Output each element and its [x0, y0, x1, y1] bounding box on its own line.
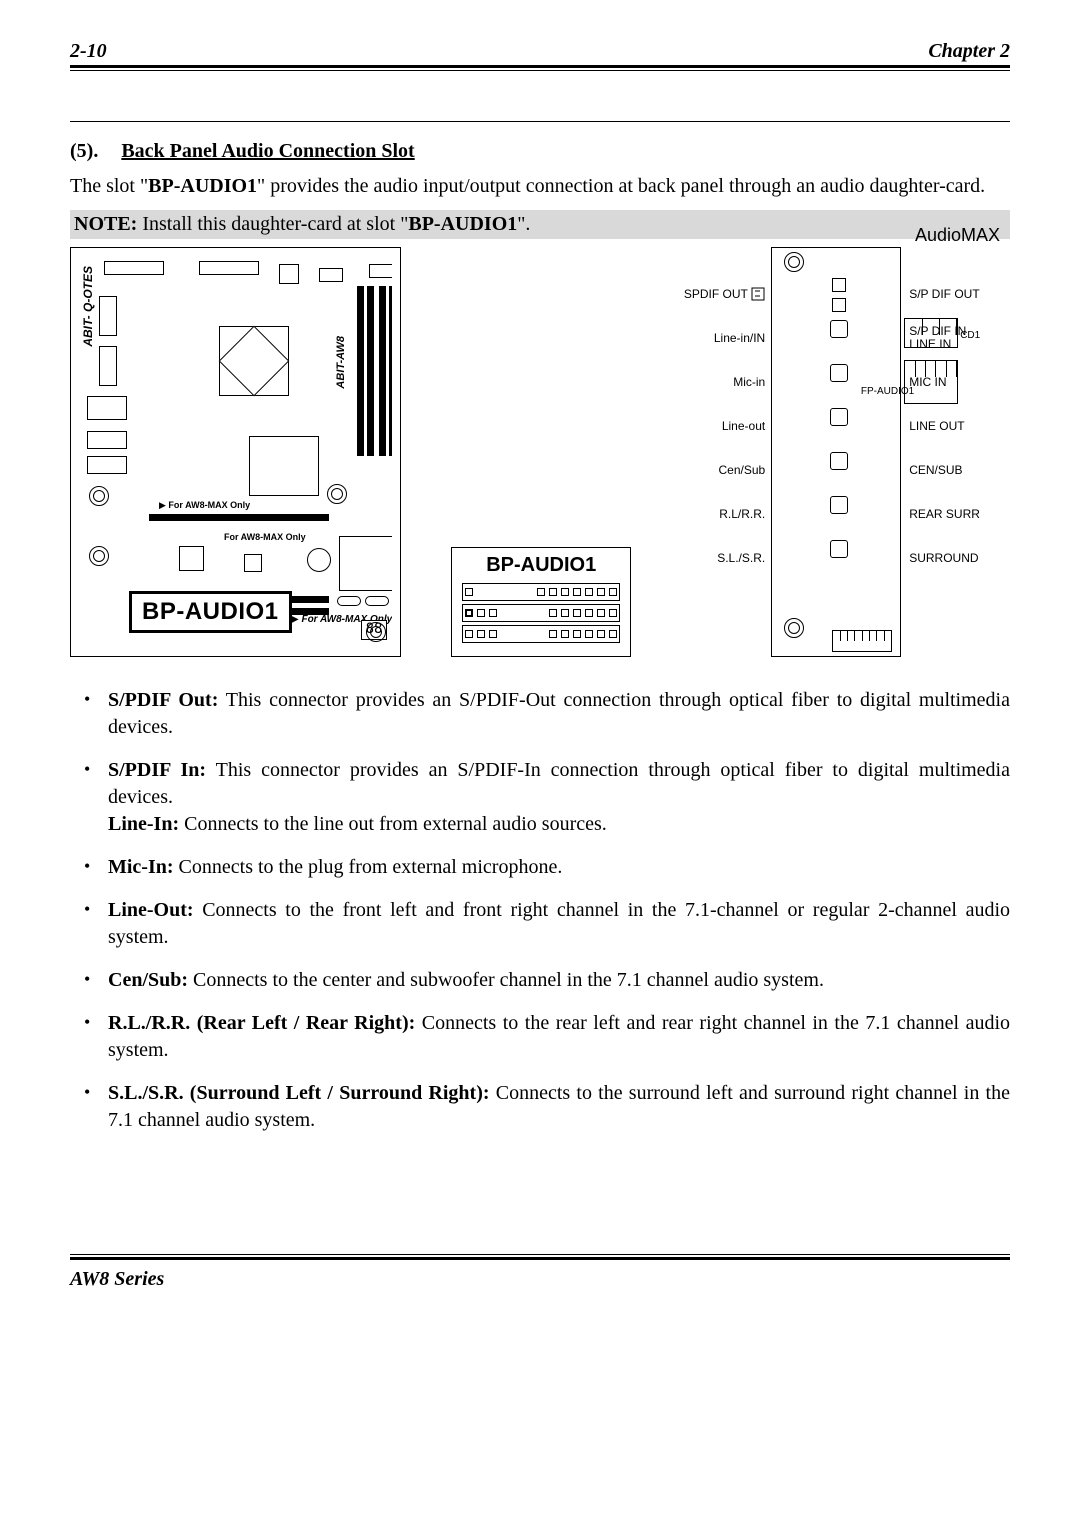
note-mid: Install this daughter-card at slot " — [137, 213, 408, 235]
right-label-lineout: LINE OUT — [901, 404, 1010, 448]
note-slot: BP-AUDIO1 — [408, 213, 517, 235]
bp-audio-connector-title: BP-AUDIO1 — [458, 554, 624, 577]
audiomax-card: CD1 FP-AUDIO1 — [771, 247, 901, 657]
right-label-spdif-out: S/P DIF OUT — [901, 272, 1010, 316]
left-label-rlrr: R.L/R.R. — [681, 492, 771, 536]
note-suffix: ". — [517, 213, 530, 235]
bullet-line-out: Line-Out: Connects to the front left and… — [108, 897, 1010, 951]
footer-title: AW8 Series — [70, 1268, 1010, 1291]
figure-row: ABIT- Q-OTES ABIT-AW8 — [70, 247, 1010, 657]
note-prefix: NOTE: — [74, 213, 137, 235]
right-label-surround: SURROUND — [901, 536, 1010, 580]
audiomax-title: AudioMAX — [915, 225, 1000, 246]
page-number: 2-10 — [70, 40, 107, 63]
bullet-cen-sub: Cen/Sub: Connects to the center and subw… — [108, 967, 1010, 994]
left-label-slsr: S.L./S.R. — [681, 536, 771, 580]
intro-paragraph: The slot "BP-AUDIO1" provides the audio … — [70, 173, 1010, 200]
left-label-lineout: Line-out — [681, 404, 771, 448]
intro-text-after: " provides the audio input/output connec… — [257, 175, 985, 197]
section-rule — [70, 121, 1010, 122]
footer-rule — [70, 1254, 1010, 1260]
audiomax-left-labels: SPDIF OUT Line-in/IN Mic-in Line-out Cen… — [681, 247, 771, 657]
bullet-mic-in: Mic-In: Connects to the plug from extern… — [108, 854, 1010, 881]
brand-otes: ABIT- Q-OTES — [81, 266, 95, 347]
screw-icon — [784, 252, 804, 272]
audiomax-right-labels: S/P DIF OUT S/P DIF IN LINE IN MIC IN LI… — [901, 247, 1010, 657]
section-number: (5). — [70, 140, 98, 162]
bullet-spdif-out: S/PDIF Out: This connector provides an S… — [108, 687, 1010, 741]
bp-audio-label-box: BP-AUDIO1 — [129, 591, 292, 633]
bullet-sl-sr: S.L./S.R. (Surround Left / Surround Righ… — [108, 1080, 1010, 1134]
chapter-label: Chapter 2 — [928, 40, 1010, 63]
left-label-micin: Mic-in — [681, 360, 771, 404]
right-label-censub: CEN/SUB — [901, 448, 1010, 492]
aw8-max-label-2: For AW8-MAX Only — [224, 532, 306, 542]
brand-aw8: ABIT-AW8 — [335, 336, 347, 389]
bp-audio-connector-wrap: BP-AUDIO1 — [451, 247, 631, 657]
screw-icon-2 — [784, 618, 804, 638]
left-label-censub: Cen/Sub — [681, 448, 771, 492]
audiomax-figure: AudioMAX SPDIF OUT Line-in/IN Mic-in Lin… — [681, 247, 1010, 657]
bullet-rl-rr: R.L./R.R. (Rear Left / Rear Right): Conn… — [108, 1010, 1010, 1064]
aw8-max-label-1: ▶ For AW8-MAX Only — [159, 500, 250, 511]
cd1-label: CD1 — [960, 330, 980, 341]
section-heading: (5). Back Panel Audio Connection Slot — [70, 140, 1010, 163]
intro-slot-name: BP-AUDIO1 — [148, 175, 257, 197]
left-label-spdif-out: SPDIF OUT — [681, 272, 771, 316]
left-label-linein: Line-in/IN — [681, 316, 771, 360]
header-rule — [70, 65, 1010, 71]
intro-text-before: The slot " — [70, 175, 148, 197]
motherboard-figure: ABIT- Q-OTES ABIT-AW8 — [70, 247, 401, 657]
bullet-list: S/PDIF Out: This connector provides an S… — [70, 687, 1010, 1134]
bp-audio-connector-figure: BP-AUDIO1 — [451, 547, 631, 657]
fp-audio-label: FP-AUDIO1 — [861, 386, 914, 397]
right-label-rearsurr: REAR SURR — [901, 492, 1010, 536]
section-title: Back Panel Audio Connection Slot — [121, 140, 414, 162]
bullet-spdif-in: S/PDIF In: This connector provides an S/… — [108, 757, 1010, 838]
note-bar: NOTE: Install this daughter-card at slot… — [70, 210, 1010, 239]
